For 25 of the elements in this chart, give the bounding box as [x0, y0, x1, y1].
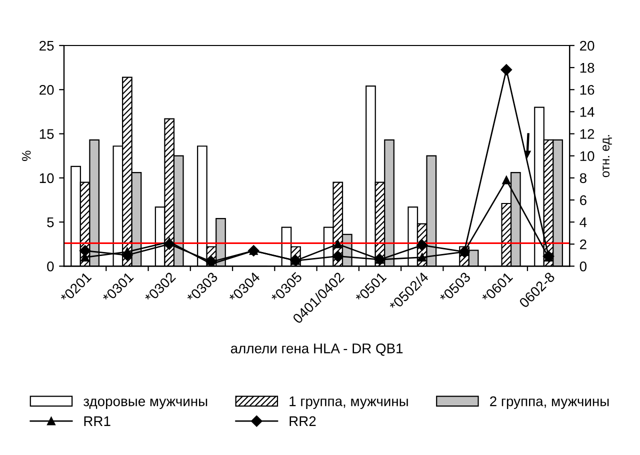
legend-label: 1 группа, мужчины: [290, 396, 408, 409]
y2-tick-label: 0: [580, 262, 587, 272]
y2-tick-label: 16: [580, 84, 594, 95]
legend-label: RR1: [84, 416, 110, 426]
legend-label: здоровые мужчины: [84, 398, 208, 409]
y2-tick-label: 2: [580, 239, 586, 250]
y2-tick-label: 20: [580, 40, 594, 51]
y-tick-label: 25: [40, 40, 54, 51]
y2-tick-label: 10: [580, 151, 594, 162]
x-axis-title: аллели гена HLA - DR QB1: [230, 344, 403, 356]
y2-tick-label: 4: [580, 218, 587, 228]
legend-label: RR2: [290, 416, 316, 426]
y-axis-title: %: [22, 150, 31, 161]
y2-tick-label: 6: [580, 195, 586, 206]
y-tick-label: 0: [47, 262, 54, 272]
y-tick-label: 20: [40, 84, 54, 95]
legend-label: 2 группа, мужчины: [490, 396, 609, 409]
y2-tick-label: 18: [580, 62, 594, 73]
y2-axis-title: отн. ед.: [602, 135, 612, 178]
y2-tick-label: 14: [580, 107, 594, 117]
y-tick-label: 10: [40, 173, 54, 184]
y2-tick-label: 12: [580, 129, 594, 139]
y-tick-label: 5: [47, 218, 54, 228]
y2-tick-label: 8: [580, 173, 586, 184]
y-tick-label: 15: [40, 129, 54, 139]
